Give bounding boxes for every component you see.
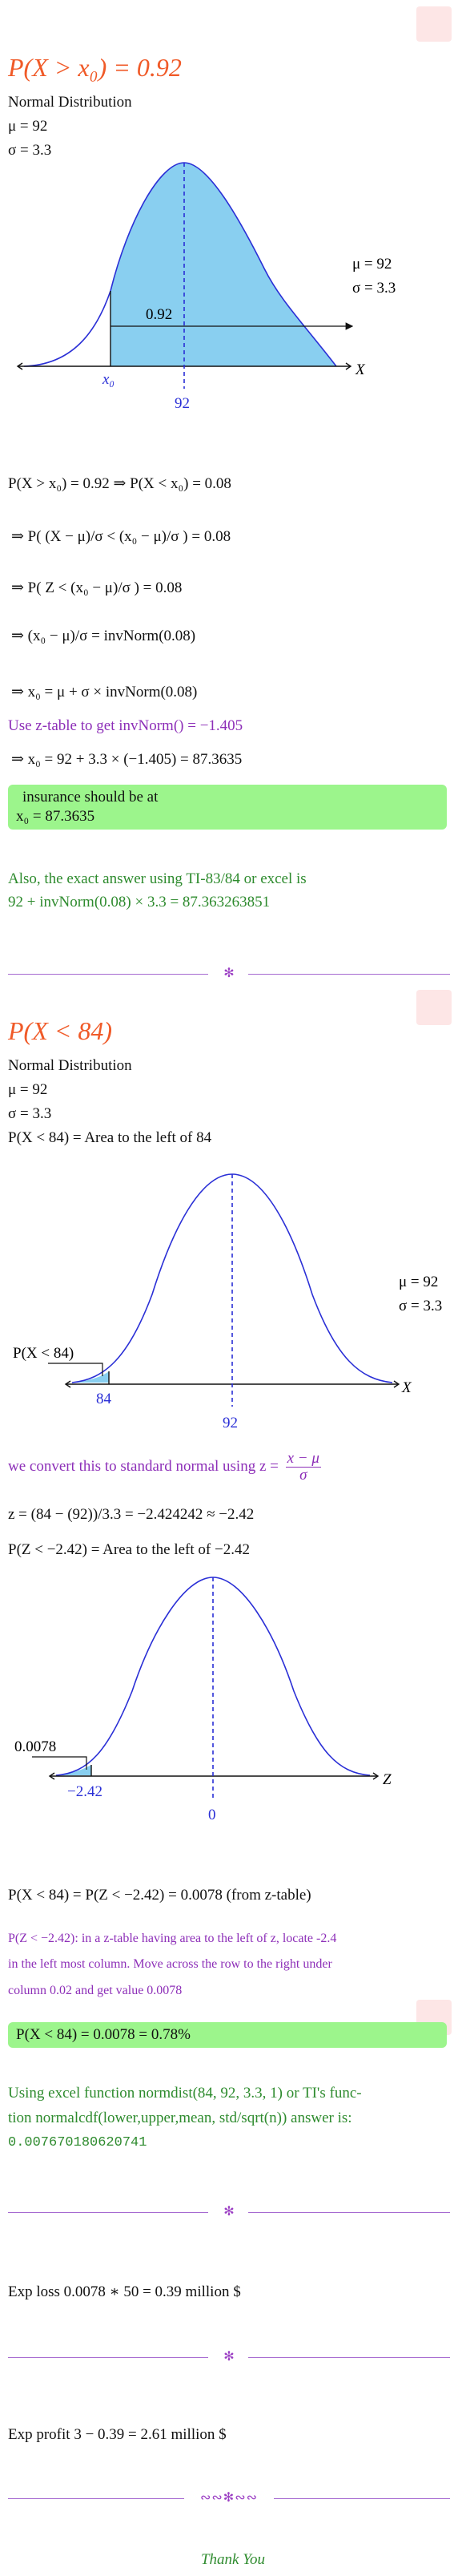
- graph-sigma: σ = 3.3: [399, 1298, 442, 1314]
- section1-title: P(X > x₀) = 0.92: [8, 53, 182, 82]
- x0-tick-label: x₀: [102, 371, 114, 388]
- divider-1: ✻: [8, 966, 450, 982]
- convert-note-text: we convert this to standard normal using…: [8, 1457, 279, 1475]
- watermark-logo-top: [416, 6, 452, 42]
- excel-line-2: tion normalcdf(lower,upper,mean, std/sqr…: [8, 2110, 352, 2126]
- divider-2: ✻: [8, 2204, 450, 2220]
- graph-mu: μ = 92: [399, 1274, 438, 1290]
- axis-label: X: [355, 361, 366, 378]
- ornament-icon: ✻: [223, 967, 235, 980]
- answer-line-2: x₀ = 87.3635: [16, 808, 95, 825]
- axis-label: X: [401, 1379, 412, 1396]
- section2-area-desc: P(X < 84) = Area to the left of 84: [8, 1129, 212, 1146]
- z-calc: z = (84 − (92))/3.3 = −2.424242 ≈ −2.42: [8, 1506, 255, 1523]
- watermark-logo-mid: [416, 990, 452, 1025]
- exp-loss: Exp loss 0.0078 ∗ 50 = 0.39 million $: [8, 2283, 241, 2300]
- step-3: ⇒ P( Z < (x₀ − μ)/σ ) = 0.08: [11, 579, 183, 596]
- note-line-3: column 0.02 and get value 0.0078: [8, 1984, 183, 1997]
- area-label: P(X < 84): [13, 1345, 74, 1362]
- ornament-icon: ✻: [223, 2350, 235, 2364]
- section1-mu: μ = 92: [8, 118, 48, 135]
- section2-mu: μ = 92: [8, 1081, 48, 1098]
- z-area-desc: P(Z < −2.42) = Area to the left of −2.42: [8, 1541, 250, 1558]
- normal-curve-graph-2: P(X < 84) 84 92 X μ = 92 σ = 3.3: [13, 1173, 442, 1431]
- exact-line-2: 92 + invNorm(0.08) × 3.3 = 87.363263851: [8, 894, 271, 910]
- graph-sigma: σ = 3.3: [352, 280, 396, 297]
- divider-final: ∾∾✻∾∾: [8, 2490, 450, 2506]
- section2-sigma: σ = 3.3: [8, 1105, 52, 1122]
- axis-label: Z: [383, 1771, 392, 1788]
- excel-line-1: Using excel function normdist(84, 92, 3.…: [8, 2085, 362, 2102]
- excel-line-3: 0.007670180620741: [8, 2135, 147, 2150]
- section2-dist-label: Normal Distribution: [8, 1057, 132, 1074]
- note-line-1: P(Z < −2.42): in a z-table having area t…: [8, 1932, 337, 1945]
- convert-note: we convert this to standard normal using…: [8, 1451, 321, 1484]
- compute-line: ⇒ x₀ = 92 + 3.3 × (−1.405) = 87.3635: [11, 751, 243, 768]
- section1-sigma: σ = 3.3: [8, 142, 52, 159]
- area-label: 0.0078: [14, 1738, 56, 1755]
- step-2: ⇒ P( (X − μ)/σ < (x₀ − μ)/σ ) = 0.08: [11, 528, 231, 545]
- mean-tick-label: 0: [208, 1807, 216, 1823]
- z-tick-label: −2.42: [67, 1783, 102, 1800]
- convert-frac-num: x − μ: [285, 1450, 321, 1468]
- area-callout: [48, 1363, 103, 1376]
- graph-mu: μ = 92: [352, 256, 392, 273]
- step-5: ⇒ x₀ = μ + σ × invNorm(0.08): [11, 684, 198, 701]
- normal-curve-graph-1: 0.92 x₀ 92 X μ = 92 σ = 3.3: [16, 162, 396, 412]
- answer-box-2: P(X < 84) = 0.0078 = 0.78%: [8, 2022, 447, 2048]
- x84-tick-label: 84: [96, 1391, 112, 1407]
- mean-tick-label: 92: [223, 1415, 238, 1431]
- step-1: P(X > x₀) = 0.92 ⇒ P(X < x₀) = 0.08: [8, 475, 231, 492]
- answer-box-2-text: P(X < 84) = 0.0078 = 0.78%: [16, 2026, 191, 2043]
- convert-frac-den: σ: [299, 1467, 307, 1484]
- flourish-ornament-icon: ∾∾✻∾∾: [199, 2491, 259, 2505]
- ztable-note: Use z-table to get invNorm() = −1.405: [8, 717, 243, 734]
- result-line: P(X < 84) = P(Z < −2.42) = 0.0078 (from …: [8, 1887, 311, 1904]
- section2-title: P(X < 84): [8, 1016, 112, 1045]
- ornament-icon: ✻: [223, 2205, 235, 2219]
- step-4: ⇒ (x₀ − μ)/σ = invNorm(0.08): [11, 628, 196, 644]
- area-callout: [32, 1756, 87, 1770]
- exact-line-1: Also, the exact answer using TI-83/84 or…: [8, 870, 307, 887]
- note-line-2: in the left most column. Move across the…: [8, 1957, 332, 1971]
- convert-fraction: x − μ σ: [285, 1450, 321, 1484]
- shaded-area-left-of-84: [72, 1371, 109, 1383]
- shaded-area-right-of-x0: [110, 163, 336, 366]
- exp-profit: Exp profit 3 − 0.39 = 2.61 million $: [8, 2426, 227, 2443]
- section1-dist-label: Normal Distribution: [8, 94, 132, 111]
- mean-tick-label: 92: [175, 395, 190, 412]
- area-label: 0.92: [146, 306, 172, 323]
- answer-line-1: insurance should be at: [22, 789, 159, 806]
- shaded-area-left-of-z: [56, 1765, 91, 1775]
- thank-you: Thank You: [200, 2551, 266, 2568]
- answer-box-1: insurance should be at x₀ = 87.3635: [8, 785, 447, 830]
- standard-normal-graph: 0.0078 −2.42 0 Z: [14, 1577, 392, 1823]
- divider-3: ✻: [8, 2349, 450, 2365]
